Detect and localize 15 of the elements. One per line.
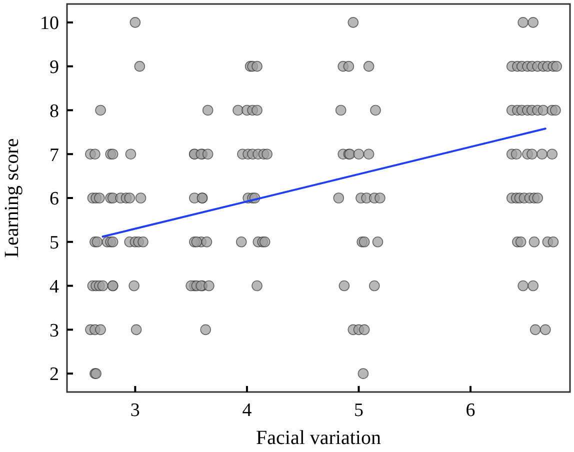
x-tick-label: 6: [466, 400, 476, 421]
y-tick-label: 4: [50, 276, 60, 298]
y-tick-label: 10: [40, 13, 59, 34]
y-axis-title: Learning score: [1, 138, 23, 258]
x-axis-title: Facial variation: [256, 427, 381, 449]
y-tick-label: 5: [50, 232, 59, 254]
y-tick-label: 3: [50, 320, 59, 342]
y-tick-label: 2: [50, 364, 59, 386]
x-tick-label: 3: [130, 400, 140, 421]
y-tick-label: 9: [50, 56, 59, 78]
y-tick-label: 8: [50, 100, 59, 122]
y-tick-label: 6: [50, 188, 59, 210]
y-tick-label: 7: [50, 144, 59, 166]
x-tick-label: 5: [354, 400, 364, 421]
x-tick-label: 4: [242, 400, 252, 421]
